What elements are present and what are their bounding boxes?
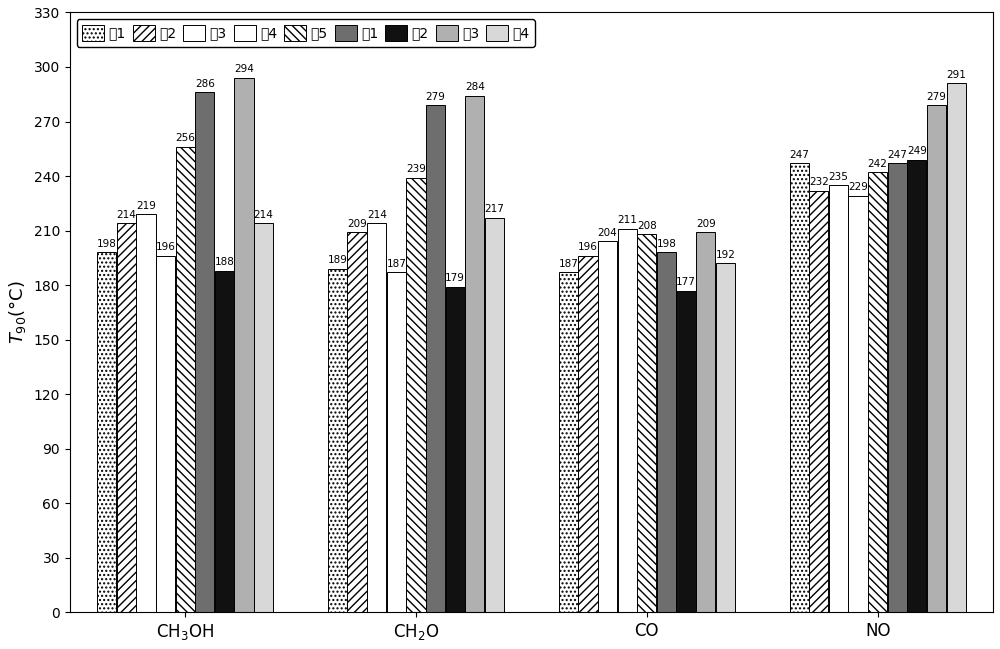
Bar — [618, 228, 637, 613]
Bar — [907, 160, 926, 613]
Text: 187: 187 — [386, 259, 406, 269]
Text: 204: 204 — [598, 228, 617, 238]
Text: 247: 247 — [887, 150, 907, 160]
Text: 179: 179 — [445, 273, 465, 284]
Text: 209: 209 — [347, 219, 367, 228]
Text: 217: 217 — [485, 204, 504, 214]
Text: 196: 196 — [156, 242, 175, 252]
Bar — [465, 96, 484, 613]
Text: 291: 291 — [946, 69, 966, 80]
Bar — [598, 241, 617, 613]
Bar — [868, 173, 887, 613]
Text: 286: 286 — [195, 79, 215, 89]
Bar — [578, 256, 598, 613]
Bar — [790, 164, 809, 613]
Text: 239: 239 — [406, 164, 426, 174]
Text: 211: 211 — [617, 215, 637, 225]
Text: 279: 279 — [426, 92, 446, 101]
Text: 214: 214 — [254, 210, 274, 219]
Bar — [888, 164, 907, 613]
Text: 214: 214 — [116, 210, 136, 219]
Bar — [97, 252, 116, 613]
Text: 256: 256 — [175, 133, 195, 143]
Text: 242: 242 — [868, 159, 888, 169]
Text: 247: 247 — [789, 150, 809, 160]
Bar — [426, 105, 445, 613]
Text: 209: 209 — [696, 219, 716, 228]
Text: 189: 189 — [328, 255, 347, 265]
Text: 198: 198 — [656, 239, 676, 249]
Text: 229: 229 — [848, 182, 868, 192]
Bar — [559, 273, 578, 613]
Bar — [347, 232, 367, 613]
Bar — [176, 147, 195, 613]
Text: 196: 196 — [578, 242, 598, 252]
Text: 279: 279 — [927, 92, 946, 101]
Bar — [234, 78, 254, 613]
Bar — [367, 223, 386, 613]
Bar — [829, 185, 848, 613]
Bar — [657, 252, 676, 613]
Text: 235: 235 — [828, 171, 848, 182]
Bar — [947, 83, 966, 613]
Text: 249: 249 — [907, 146, 927, 156]
Bar — [485, 218, 504, 613]
Bar — [716, 263, 735, 613]
Text: 187: 187 — [558, 259, 578, 269]
Text: 294: 294 — [234, 64, 254, 74]
Bar — [195, 92, 214, 613]
Bar — [328, 269, 347, 613]
Bar — [676, 291, 696, 613]
Bar — [117, 223, 136, 613]
Text: 192: 192 — [715, 250, 735, 260]
Legend: 实1, 实2, 实3, 实4, 实5, 对1, 对2, 对3, 对4: 实1, 实2, 实3, 实4, 实5, 对1, 对2, 对3, 对4 — [77, 19, 535, 47]
Bar — [156, 256, 175, 613]
Y-axis label: $T_{90}$(°C): $T_{90}$(°C) — [7, 280, 28, 344]
Text: 214: 214 — [367, 210, 387, 219]
Text: 284: 284 — [465, 82, 485, 92]
Bar — [215, 271, 234, 613]
Bar — [387, 273, 406, 613]
Bar — [254, 223, 273, 613]
Bar — [446, 287, 465, 613]
Bar — [848, 196, 868, 613]
Bar — [406, 178, 426, 613]
Bar — [809, 191, 828, 613]
Bar — [927, 105, 946, 613]
Bar — [637, 234, 656, 613]
Text: 177: 177 — [676, 277, 696, 287]
Text: 198: 198 — [97, 239, 117, 249]
Text: 232: 232 — [809, 177, 829, 187]
Bar — [136, 214, 156, 613]
Text: 219: 219 — [136, 201, 156, 210]
Text: 188: 188 — [214, 257, 234, 267]
Bar — [696, 232, 715, 613]
Text: 208: 208 — [637, 221, 657, 230]
